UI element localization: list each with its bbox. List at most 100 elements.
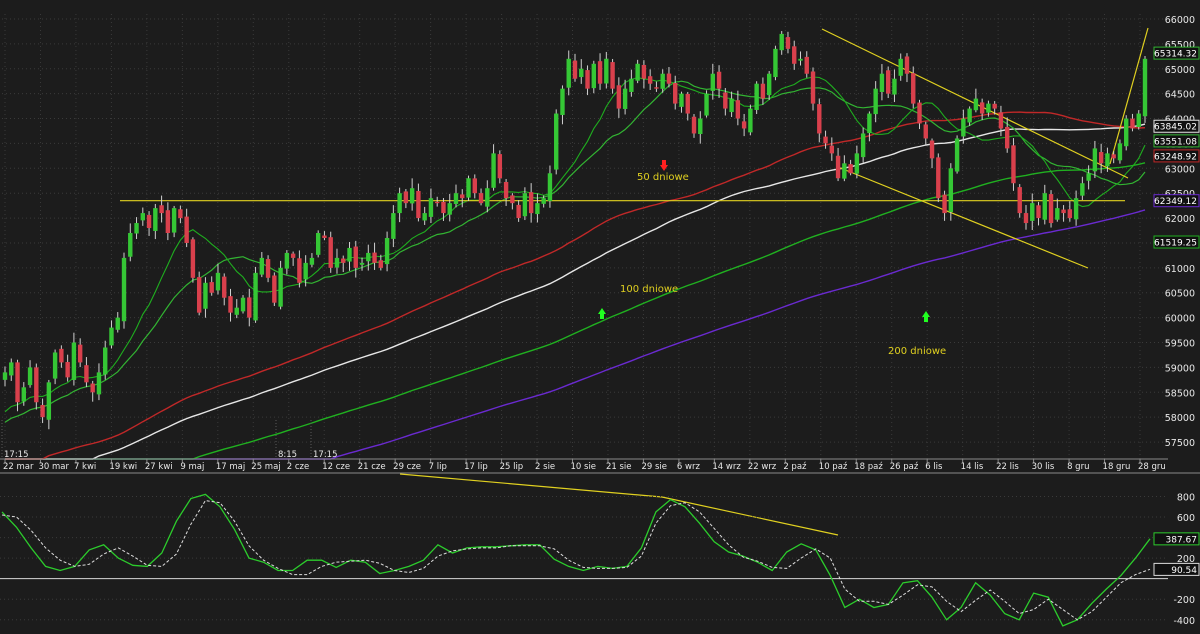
candle-down [804,56,809,74]
candle-down [1017,187,1022,214]
osc-tick-label: -400 [1173,616,1195,627]
candle-up [566,58,571,88]
candle-down [785,37,791,49]
date-tick-label: 19 kwi [109,462,137,472]
candle-down [341,258,346,263]
price-value-label: 61519.25 [1154,239,1197,249]
candle-up [103,347,108,375]
candle-up [366,252,371,262]
price-tick-label: 58500 [1165,388,1195,399]
candle-down [1011,145,1016,184]
candle-down [792,46,797,64]
candle-down [979,102,985,114]
candle-up [391,213,396,239]
candle-down [159,205,164,214]
candle-up [253,272,258,321]
candle-up [422,213,427,221]
candle-down [90,383,95,393]
candle-down [823,136,828,144]
candle-up [754,83,759,110]
candle-down [247,297,252,318]
osc-tick-label: 600 [1177,513,1195,524]
candle-down [209,282,214,293]
candle-down [353,246,358,268]
candle-down [1061,209,1066,214]
candle-up [522,193,528,217]
candle-up [854,153,860,174]
time-markers: 17:15 8:15 17:15 [1,420,338,460]
candle-down [923,124,928,139]
candle-down [516,204,521,219]
candle-up [447,203,452,215]
candle-down [817,104,822,134]
candle-down [597,61,603,84]
candle-up [679,93,684,107]
date-tick-label: 30 lis [1032,462,1055,472]
date-tick-label: 17 maj [216,462,245,472]
ma100-line [5,111,1146,460]
price-tick-label: 65000 [1165,65,1195,76]
candle-up [315,233,321,255]
candle-up [541,198,546,204]
price-tick-label: 60000 [1165,314,1195,325]
candle-down [1004,126,1010,149]
candle-down [478,193,484,204]
price-value-label-box [1153,134,1200,148]
candle-up [259,257,265,275]
candle-up [303,262,308,280]
candle-up [466,178,471,198]
date-tick-label: 14 wrz [712,462,741,472]
candle-up [729,98,734,113]
date-tick-label: 22 lis [996,462,1019,472]
candle-up [134,223,139,234]
candle-down [34,367,39,403]
candle-down [59,348,64,363]
candle-up [622,88,628,109]
candle-up [453,193,459,204]
date-tick-label: 27 kwi [145,462,173,472]
candle-up [973,98,979,111]
price-value-label-box [1153,119,1200,133]
price-value-label-box [1153,149,1200,163]
candle-down [265,259,271,278]
candle-down [403,191,409,204]
price-value-label-box [1153,235,1200,249]
candle-down [616,85,622,109]
time-marker-label: 17:15 [313,450,338,460]
date-tick-label: 26 paź [890,462,919,472]
candle-down [917,102,922,124]
candle-down [328,237,333,268]
candle-up [27,367,33,386]
candle-down [196,277,202,313]
candle-down [641,64,647,79]
candle-down [222,276,227,298]
candle-up [892,78,897,95]
oscillator-lines [1,493,1151,627]
candle-up [1073,198,1079,220]
candle-down [1098,152,1104,164]
candle-down [510,195,515,204]
date-tick-label: 22 mar [3,462,34,472]
ma100-annotation: 100 dniowe [620,284,678,295]
date-tick-label: 2 cze [287,462,309,472]
candle-up [779,33,784,51]
ma200-annotation: 200 dniowe [888,346,946,357]
date-tick-label: 7 kwi [74,462,96,472]
candle-up [96,372,102,395]
candle-up [860,133,866,158]
candle-up [140,213,146,221]
date-axis: 22 mar 30 mar 7 kwi 19 kwi 27 kwi 9 maj 17 maj… [3,459,1166,472]
candle-up [579,68,584,78]
date-tick-label: 25 maj [251,462,280,472]
candle-up [798,58,803,61]
candle-up [535,203,540,215]
candle-up [397,193,402,214]
price-tick-label: 59000 [1165,363,1195,374]
candle-down [1048,194,1054,224]
price-value-label: 63248.92 [1154,152,1197,162]
candle-down [929,140,935,159]
price-tick-label: 58000 [1165,413,1195,424]
candle-down [441,201,446,214]
candle-up [954,138,960,172]
